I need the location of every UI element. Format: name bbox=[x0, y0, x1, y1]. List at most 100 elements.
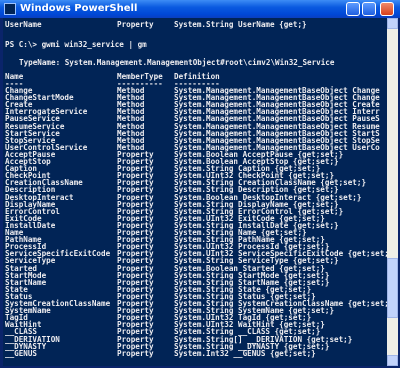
output-name: UserName bbox=[5, 20, 42, 29]
member-name: CheckPoint bbox=[5, 171, 51, 181]
console: UserName Property System.String UserName {… bbox=[3, 18, 387, 366]
member-type: Property bbox=[117, 256, 154, 266]
member-definition: System.String Name {get;set;} bbox=[174, 228, 307, 237]
member-type: Property bbox=[117, 284, 154, 294]
member-definition: System.UInt32 ProcessId {get;set;} bbox=[174, 242, 330, 252]
member-type: Property bbox=[117, 327, 154, 337]
member-type: Property bbox=[117, 149, 154, 159]
member-name: SystemName bbox=[5, 306, 51, 316]
column-header: MemberType bbox=[117, 72, 163, 81]
member-definition: System.Management.ManagementBaseObject C… bbox=[174, 86, 380, 95]
member-name: State bbox=[5, 284, 28, 294]
member-type: Property bbox=[117, 192, 154, 202]
member-type: Property bbox=[117, 249, 154, 259]
member-type: Property bbox=[117, 235, 154, 245]
maximize-button[interactable] bbox=[362, 2, 376, 16]
member-type: Method bbox=[117, 86, 145, 95]
member-type: Property bbox=[117, 263, 154, 273]
member-type: Property bbox=[117, 291, 154, 301]
member-definition: System.String PathName {get;set;} bbox=[174, 235, 325, 245]
member-name: PauseService bbox=[5, 114, 60, 124]
member-definition: System.Management.ManagementBaseObject R… bbox=[174, 121, 380, 131]
member-name: Caption bbox=[5, 164, 38, 174]
member-definition: System.String ServiceType {get;set;} bbox=[174, 256, 339, 266]
member-name: ServiceSpecificExitCode bbox=[5, 249, 111, 259]
member-type: Property bbox=[117, 157, 154, 166]
member-definition: System.String SystemCreationClassName {g… bbox=[174, 299, 387, 308]
member-name: UserControlService bbox=[5, 142, 88, 152]
member-name: __GENUS bbox=[5, 348, 38, 358]
member-name: __DYNASTY bbox=[5, 341, 47, 351]
member-name: WaitHint bbox=[5, 320, 42, 330]
output-definition: System.String UserName {get;} bbox=[174, 20, 307, 29]
minimize-button[interactable] bbox=[346, 2, 360, 16]
column-underline: ---------- bbox=[174, 79, 220, 88]
scroll-up[interactable] bbox=[387, 18, 398, 29]
member-type: Property bbox=[117, 299, 154, 308]
member-type: Property bbox=[117, 228, 154, 237]
column-underline: ---- bbox=[5, 79, 24, 88]
member-definition: System.Management.ManagementBaseObject P… bbox=[174, 114, 380, 124]
title-bar: Windows PowerShell bbox=[0, 0, 400, 18]
member-type: Method bbox=[117, 128, 145, 138]
member-type: Property bbox=[117, 213, 154, 223]
prompt-line: PS C:\> gwmi win32_service | gm bbox=[5, 40, 147, 49]
member-definition: System.String __CLASS {get;set;} bbox=[174, 327, 321, 337]
member-definition: System.UInt32 TagId {get;set;} bbox=[174, 313, 312, 323]
member-name: ErrorControl bbox=[5, 206, 60, 216]
scroll-thumb[interactable] bbox=[387, 258, 398, 318]
member-type: Method bbox=[117, 121, 145, 131]
member-definition: System.String __DYNASTY {get;set;} bbox=[174, 341, 330, 351]
member-name: __CLASS bbox=[5, 327, 38, 337]
member-definition: System.String DisplayName {get;set;} bbox=[174, 199, 339, 209]
member-name: StartName bbox=[5, 277, 47, 287]
member-definition: System.UInt32 ServiceSpecificExitCode {g… bbox=[174, 249, 387, 259]
member-type: Property bbox=[117, 199, 154, 209]
member-definition: System.String ErrorControl {get;set;} bbox=[174, 206, 344, 216]
member-definition: System.String Caption {get;set;} bbox=[174, 164, 321, 174]
member-definition: System.Management.ManagementBaseObject C… bbox=[174, 93, 380, 103]
column-header: Name bbox=[5, 72, 24, 81]
member-type: Property bbox=[117, 341, 154, 351]
member-name: Started bbox=[5, 263, 38, 273]
member-name: AcceptPause bbox=[5, 149, 56, 159]
member-type: Property bbox=[117, 348, 154, 358]
member-definition: System.Management.ManagementBaseObject S… bbox=[174, 135, 380, 145]
member-definition: System.String CreationClassName {get;set… bbox=[174, 178, 367, 188]
column-header: Definition bbox=[174, 72, 220, 81]
member-type: Method bbox=[117, 142, 145, 152]
member-definition: System.Management.ManagementBaseObject I… bbox=[174, 107, 380, 117]
member-name: AcceptStop bbox=[5, 157, 51, 166]
member-name: Status bbox=[5, 291, 33, 301]
member-type: Method bbox=[117, 114, 145, 124]
member-definition: System.UInt32 ExitCode {get;set;} bbox=[174, 213, 325, 223]
member-name: Description bbox=[5, 185, 56, 195]
member-name: ResumeService bbox=[5, 121, 65, 131]
member-type: Method bbox=[117, 93, 145, 103]
member-definition: System.String State {get;set;} bbox=[174, 284, 312, 294]
member-type: Method bbox=[117, 107, 145, 117]
member-type: Property bbox=[117, 277, 154, 287]
member-type: Property bbox=[117, 178, 154, 188]
member-definition: System.String Description {get;set;} bbox=[174, 185, 339, 195]
member-name: StartMode bbox=[5, 270, 47, 280]
member-type: Property bbox=[117, 306, 154, 316]
column-underline: ---------- bbox=[117, 79, 163, 88]
member-definition: System.String Status {get;set;} bbox=[174, 291, 316, 301]
member-definition: System.String StartName {get;set;} bbox=[174, 277, 330, 287]
member-type: Property bbox=[117, 164, 154, 174]
member-definition: System.String StartMode {get;set;} bbox=[174, 270, 330, 280]
scrollbar[interactable] bbox=[387, 18, 398, 366]
member-type: Property bbox=[117, 334, 154, 344]
close-button[interactable] bbox=[380, 2, 394, 16]
member-type: Method bbox=[117, 100, 145, 110]
member-name: TagId bbox=[5, 313, 28, 323]
member-definition: System.String[] __DERIVATION {get;set;} bbox=[174, 334, 353, 344]
typename-line: TypeName: System.Management.ManagementOb… bbox=[19, 58, 335, 67]
scroll-down[interactable] bbox=[387, 355, 398, 366]
member-name: ServiceType bbox=[5, 256, 56, 266]
member-name: PathName bbox=[5, 235, 42, 245]
member-name: InterrogateService bbox=[5, 107, 88, 117]
member-definition: System.Int32 __GENUS {get;set;} bbox=[174, 348, 316, 358]
member-type: Property bbox=[117, 206, 154, 216]
